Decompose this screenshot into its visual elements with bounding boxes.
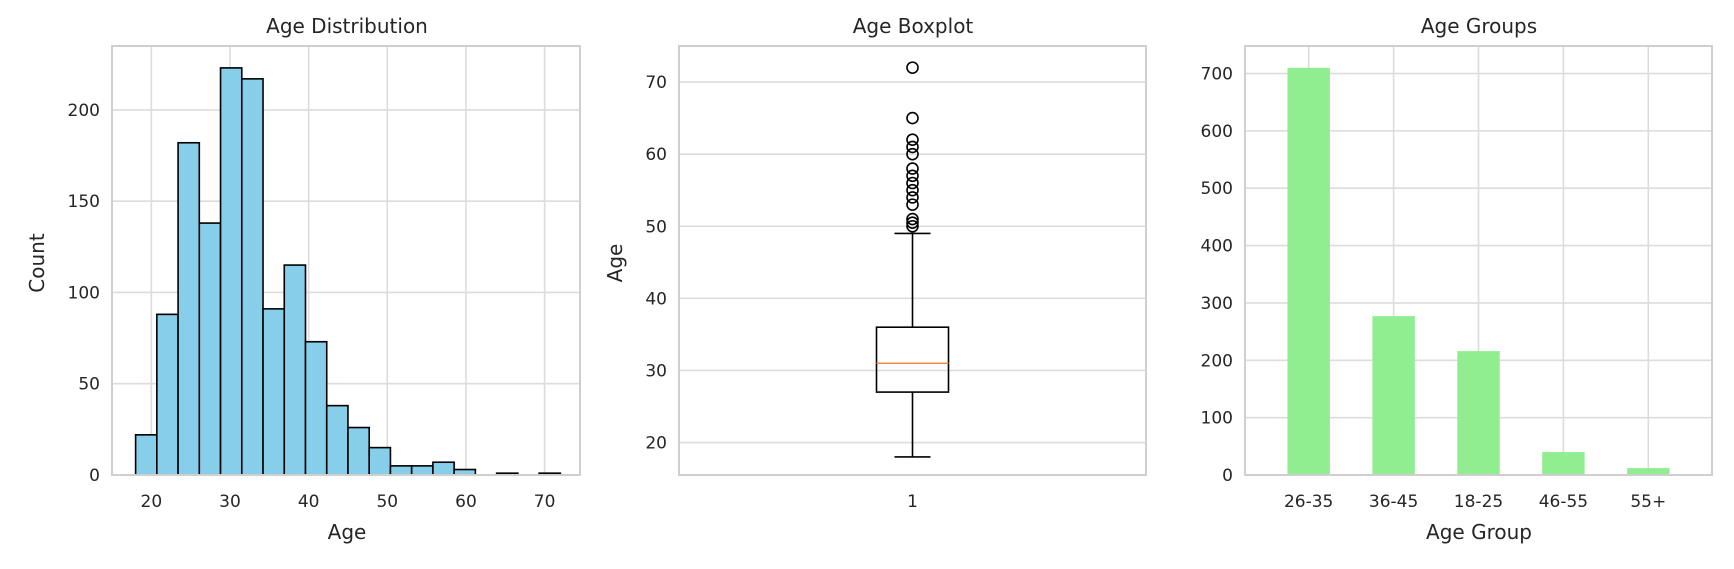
plot-frame	[111, 45, 581, 476]
plot-frame	[1244, 45, 1713, 476]
y-tick-label: 200	[1201, 351, 1233, 371]
bar	[1627, 468, 1670, 475]
age-distribution-panel: Age Distribution Age Count 0 50 100 150 200 2…	[25, 14, 581, 544]
outlier-point	[906, 176, 919, 190]
outlier-point	[906, 219, 919, 233]
outlier-point	[906, 162, 919, 175]
y-tick-label: 50	[645, 217, 667, 237]
outlier-point	[906, 133, 919, 147]
y-tick-label: 100	[68, 283, 100, 303]
y-tick-label: 100	[1201, 409, 1233, 429]
age-boxplot-panel: Age Boxplot Age 20 30 40 50 60 70 1	[603, 14, 1147, 512]
chart-title: Age Distribution	[266, 14, 428, 38]
x-tick-label: 26-35	[1284, 492, 1333, 512]
x-tick-label: 70	[534, 492, 556, 512]
bar	[1287, 67, 1330, 475]
histogram-bar	[219, 67, 243, 476]
x-axis-label: Age Group	[1426, 520, 1532, 544]
outlier-point	[906, 169, 919, 183]
x-tick-label: 40	[298, 492, 320, 512]
histogram-bar	[304, 340, 328, 476]
bar	[1457, 351, 1500, 475]
outlier-point	[906, 198, 919, 211]
box	[875, 326, 950, 393]
y-tick-label: 0	[89, 466, 100, 486]
y-tick-label: 30	[645, 361, 667, 381]
y-tick-label: 60	[645, 145, 667, 165]
y-axis-label: Count	[25, 233, 49, 293]
y-tick-label: 50	[78, 375, 100, 395]
outlier-point	[906, 61, 919, 74]
outlier-point	[906, 111, 919, 125]
y-tick-label: 150	[68, 192, 100, 212]
histogram-bar	[368, 446, 392, 476]
x-tick-label: 1	[907, 492, 918, 512]
chart-title: Age Groups	[1421, 14, 1537, 38]
y-tick-label: 300	[1201, 294, 1233, 314]
x-tick-label: 30	[219, 492, 241, 512]
y-tick-label: 600	[1201, 122, 1233, 142]
y-tick-label: 70	[645, 73, 667, 93]
histogram-bar	[410, 465, 434, 476]
y-tick-label: 400	[1201, 237, 1233, 257]
y-axis-label: Age	[603, 244, 627, 283]
outlier-point	[906, 191, 919, 204]
histogram-bar	[432, 461, 455, 476]
histogram-bar	[283, 264, 307, 476]
y-tick-label: 40	[645, 289, 667, 309]
histogram-bar	[347, 426, 371, 476]
chart-title: Age Boxplot	[853, 14, 974, 38]
y-tick-label: 500	[1201, 179, 1233, 199]
outlier-point	[906, 140, 919, 154]
age-groups-panel: Age Groups Age Group 0 100 200 300 400 500 600…	[1201, 14, 1713, 544]
bar	[1542, 452, 1585, 475]
histogram-bar	[134, 434, 158, 476]
x-axis-label: Age	[328, 520, 367, 544]
histogram-bar	[325, 404, 349, 476]
x-tick-label: 60	[455, 492, 477, 512]
outlier-point	[906, 183, 919, 197]
histogram-bar	[198, 222, 222, 476]
outlier-point	[906, 147, 919, 161]
y-tick-label: 0	[1222, 466, 1233, 486]
x-tick-label: 46-55	[1539, 492, 1588, 512]
x-tick-label: 18-25	[1454, 492, 1503, 512]
outlier-point	[906, 216, 919, 229]
bar	[1372, 316, 1415, 475]
histogram-bar	[240, 78, 264, 476]
x-tick-label: 50	[376, 492, 398, 512]
histogram-bar	[389, 465, 413, 476]
x-tick-label: 20	[141, 492, 163, 512]
histogram-bar	[177, 141, 201, 476]
x-tick-label: 36-45	[1369, 492, 1418, 512]
x-tick-label: 55+	[1630, 492, 1666, 512]
outlier-point	[906, 212, 919, 226]
y-tick-label: 200	[68, 101, 100, 121]
histogram-bar	[156, 313, 179, 476]
y-tick-label: 700	[1201, 65, 1233, 85]
y-tick-label: 20	[645, 434, 667, 454]
histogram-bar	[262, 308, 286, 476]
plot-frame	[678, 45, 1147, 476]
